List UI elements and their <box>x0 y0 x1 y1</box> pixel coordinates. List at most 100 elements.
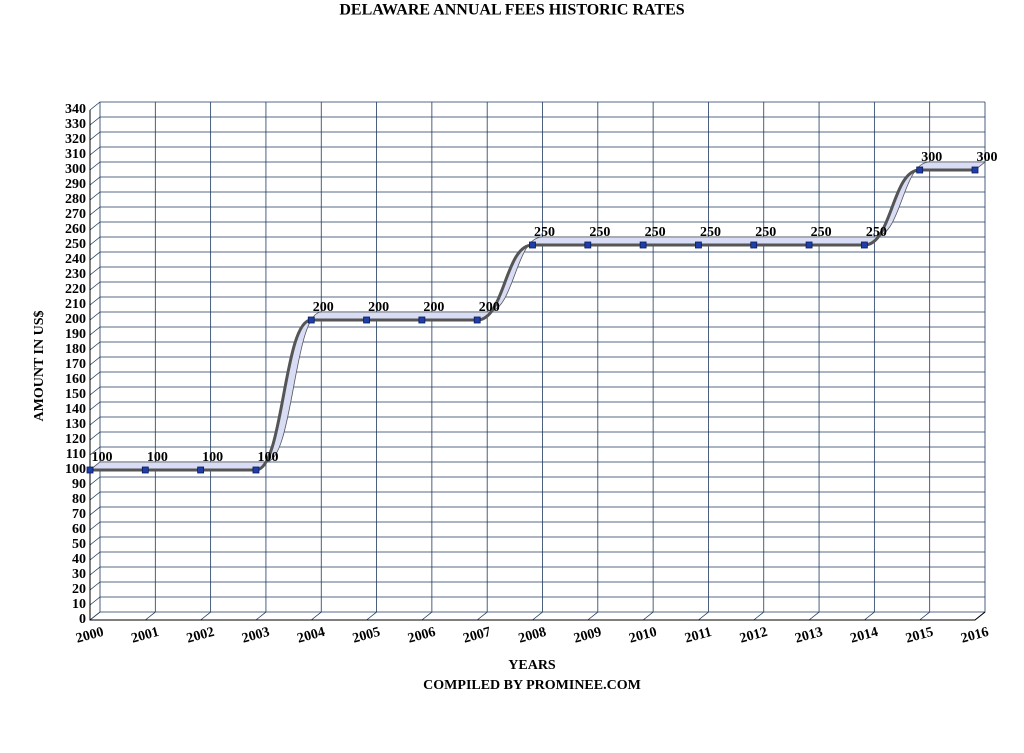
y-tick-label: 310 <box>65 147 86 162</box>
grid-line <box>89 131 985 141</box>
x-tick-label: 2015 <box>904 625 935 647</box>
y-tick-label: 10 <box>72 597 86 612</box>
grid-line <box>532 102 543 621</box>
grid-line <box>89 116 985 126</box>
x-tick-label: 2012 <box>738 625 769 647</box>
line-ribbon <box>88 161 987 471</box>
y-tick-label: 220 <box>65 282 86 297</box>
data-label: 250 <box>534 225 555 240</box>
data-label: 100 <box>147 450 168 465</box>
line <box>90 168 975 472</box>
y-tick-label: 200 <box>65 312 86 327</box>
grid-line <box>89 566 985 576</box>
data-label: 250 <box>866 225 887 240</box>
data-label: 100 <box>257 450 278 465</box>
x-tick-label: 2002 <box>185 625 216 647</box>
grid-line <box>974 102 986 621</box>
y-tick-label: 320 <box>65 132 86 147</box>
data-label: 250 <box>700 225 721 240</box>
point-marker <box>529 241 536 249</box>
grid-line <box>864 102 875 621</box>
grid-line <box>89 476 985 486</box>
y-tick-label: 260 <box>65 222 86 237</box>
data-label: 300 <box>977 150 998 165</box>
grid-line <box>145 102 156 621</box>
x-tick-label: 2004 <box>296 625 327 647</box>
grid-line <box>808 102 820 621</box>
y-tick-label: 100 <box>65 462 86 477</box>
data-label: 200 <box>368 300 389 315</box>
grid-line <box>89 551 985 561</box>
y-tick-label: 270 <box>65 207 86 222</box>
x-tick-label: 2009 <box>572 625 603 647</box>
y-tick-label: 140 <box>65 402 86 417</box>
y-tick-label: 120 <box>65 432 86 447</box>
point-marker <box>805 241 813 249</box>
x-tick-label: 2003 <box>240 625 271 647</box>
x-tick-label: 2016 <box>959 625 990 647</box>
data-label: 250 <box>755 225 776 240</box>
y-tick-label: 110 <box>66 447 86 462</box>
grid-line <box>89 176 985 186</box>
y-tick-label: 160 <box>65 372 86 387</box>
x-tick-label: 2013 <box>794 625 825 647</box>
y-tick-label: 340 <box>65 102 86 117</box>
grid-line <box>89 296 985 306</box>
data-label: 200 <box>313 300 334 315</box>
grid-line <box>89 191 985 201</box>
grid-line <box>89 431 985 441</box>
point-marker <box>695 241 702 249</box>
grid-line <box>89 416 985 426</box>
data-label: 300 <box>921 150 942 165</box>
grid-line <box>89 146 985 156</box>
y-tick-label: 80 <box>72 492 86 507</box>
grid-line <box>89 371 985 381</box>
grid-line <box>89 266 985 276</box>
y-tick-label: 250 <box>65 237 86 252</box>
y-tick-label: 50 <box>72 537 86 552</box>
x-tick-label: 2008 <box>517 625 548 647</box>
grid-line <box>89 341 985 351</box>
y-tick-label: 170 <box>65 357 86 372</box>
grid-line <box>366 102 377 621</box>
grid-line <box>89 281 985 291</box>
grid-line <box>311 102 322 621</box>
x-tick-label: 2010 <box>628 625 659 647</box>
chart-title: DELAWARE ANNUAL FEES HISTORIC RATES <box>339 2 684 19</box>
y-tick-label: 180 <box>65 342 86 357</box>
point-marker <box>916 166 924 174</box>
data-label: 100 <box>92 450 113 465</box>
grid-line <box>89 446 985 456</box>
grid-line <box>89 311 985 321</box>
grid-line <box>698 102 709 621</box>
data-label: 250 <box>645 225 666 240</box>
point-marker <box>252 466 260 474</box>
y-tick-label: 210 <box>65 297 86 312</box>
point-marker <box>639 241 647 249</box>
point-marker <box>750 241 758 249</box>
point-marker <box>473 316 481 324</box>
point-marker <box>584 241 592 249</box>
point-marker <box>971 166 979 174</box>
grid-line <box>476 102 488 621</box>
data-label: 250 <box>811 225 832 240</box>
data-label: 100 <box>202 450 223 465</box>
grid-line <box>89 161 985 171</box>
data-label: 200 <box>423 300 444 315</box>
y-tick-label: 60 <box>72 522 86 537</box>
y-tick-label: 330 <box>65 117 86 132</box>
y-tick-label: 280 <box>65 192 86 207</box>
grid-line <box>89 401 985 411</box>
y-tick-label: 240 <box>65 252 86 267</box>
grid-line <box>89 101 985 111</box>
y-tick-label: 130 <box>65 417 86 432</box>
grid-line <box>89 206 985 216</box>
grid-line <box>421 102 433 621</box>
x-tick-label: 2000 <box>74 625 105 647</box>
y-tick-label: 0 <box>79 612 86 627</box>
point-marker <box>860 241 868 249</box>
chart-subtitle: COMPILED BY PROMINEE.COM <box>423 678 641 693</box>
grid-line <box>89 521 985 531</box>
